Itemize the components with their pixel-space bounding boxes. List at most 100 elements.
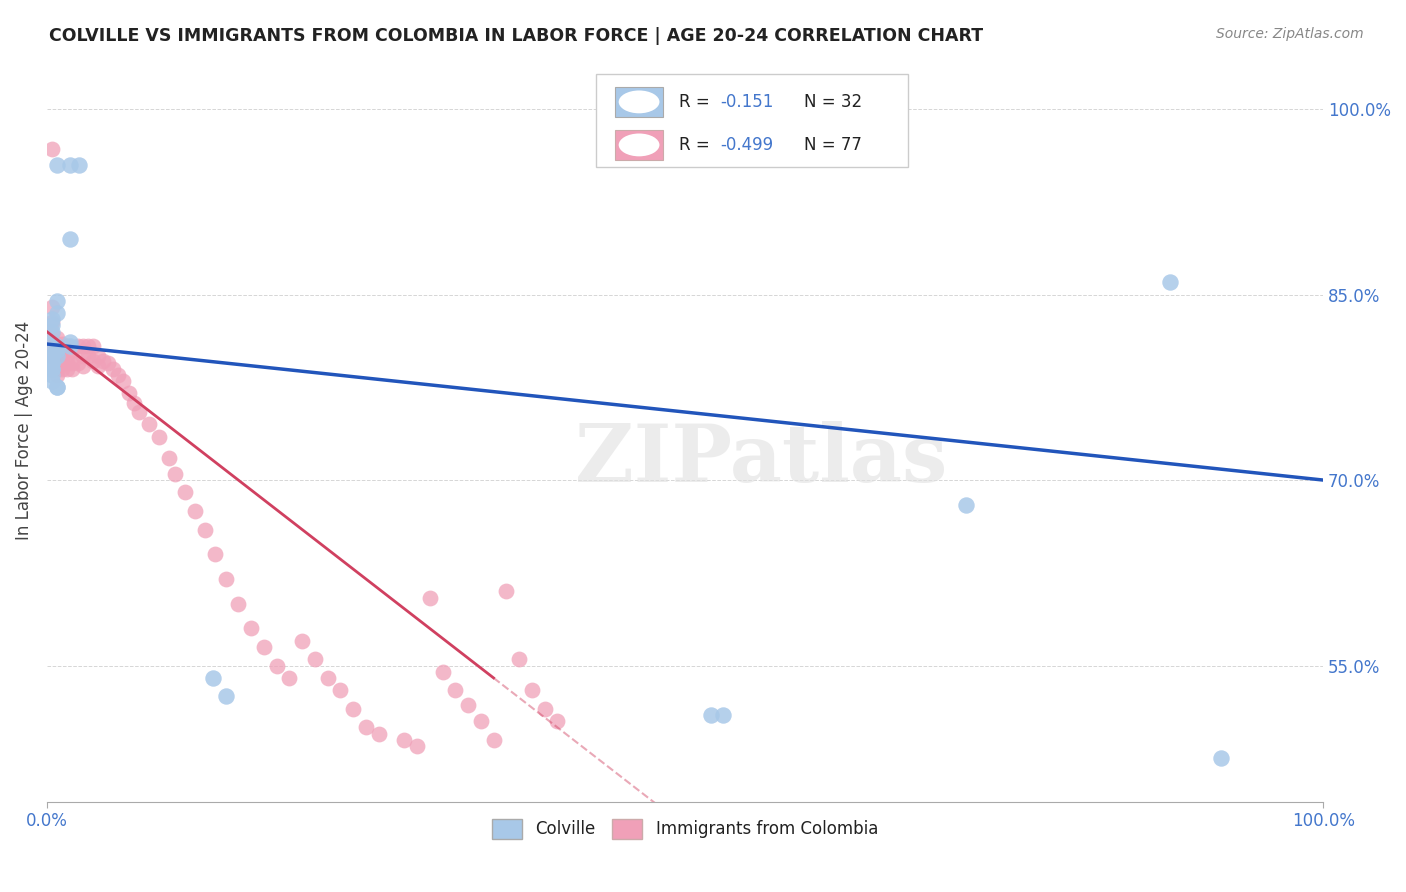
Point [699,708,721,723]
Point [194,523,217,537]
Point [46,331,69,345]
Point [240,622,263,636]
Point [103,361,125,376]
Point [214,572,236,586]
Point [138,417,160,432]
Point [173,485,195,500]
Text: R =: R = [679,93,714,111]
Point [51,337,73,351]
Text: R =: R = [679,136,714,154]
Point [1209,751,1232,765]
FancyBboxPatch shape [614,87,664,117]
Legend: Colville, Immigrants from Colombia: Colville, Immigrants from Colombia [485,813,884,846]
Point [955,498,977,512]
Point [46,306,69,320]
Point [482,732,505,747]
Point [46,380,69,394]
Point [97,355,120,369]
Point [711,708,734,723]
Point [1159,275,1181,289]
Text: COLVILLE VS IMMIGRANTS FROM COLOMBIA IN LABOR FORCE | AGE 20-24 CORRELATION CHAR: COLVILLE VS IMMIGRANTS FROM COLOMBIA IN … [49,27,983,45]
Point [66,355,89,369]
Point [342,702,364,716]
Point [41,327,63,342]
Point [508,652,530,666]
Y-axis label: In Labor Force | Age 20-24: In Labor Force | Age 20-24 [15,321,32,541]
Point [46,350,69,364]
Point [72,350,94,364]
Point [520,683,543,698]
Point [72,339,94,353]
Point [56,355,79,369]
Point [214,690,236,704]
Point [46,380,69,394]
FancyBboxPatch shape [614,130,664,160]
Point [470,714,492,729]
Point [46,339,69,353]
Point [46,343,69,358]
Point [41,350,63,364]
Text: Source: ZipAtlas.com: Source: ZipAtlas.com [1216,27,1364,41]
Text: N = 77: N = 77 [804,136,862,154]
Point [291,633,314,648]
Point [72,359,94,374]
Point [266,658,288,673]
Point [41,315,63,329]
Point [46,293,69,308]
Point [67,158,90,172]
Point [228,597,250,611]
Point [59,334,82,349]
Point [204,547,226,561]
Point [59,339,82,353]
Point [62,355,84,369]
Text: -0.499: -0.499 [721,136,773,154]
Point [87,359,110,374]
Point [419,591,441,605]
Point [41,325,63,339]
Point [66,339,89,353]
Point [46,361,69,376]
Point [82,339,104,353]
Point [201,671,224,685]
Point [41,350,63,364]
Point [59,232,82,246]
Point [51,350,73,364]
Point [367,726,389,740]
Point [41,361,63,376]
Point [394,732,416,747]
Point [304,652,326,666]
Point [41,300,63,314]
Point [329,683,352,698]
Point [51,355,73,369]
Point [56,339,79,353]
Point [56,361,79,376]
Point [163,467,186,481]
Point [87,350,110,364]
Circle shape [617,89,661,114]
Point [148,430,170,444]
Point [41,337,63,351]
Text: N = 32: N = 32 [804,93,862,111]
Point [41,361,63,376]
Point [184,504,207,518]
Point [41,339,63,353]
Point [122,396,145,410]
Point [128,405,150,419]
Point [59,158,82,172]
Point [107,368,129,382]
FancyBboxPatch shape [596,74,908,167]
Point [91,354,114,368]
Point [76,350,98,364]
Point [56,350,79,364]
Point [62,361,84,376]
Point [46,355,69,369]
Point [406,739,429,753]
Point [46,339,69,353]
Circle shape [617,132,661,157]
Point [41,312,63,326]
Point [112,374,135,388]
Point [41,374,63,388]
Point [444,683,467,698]
Point [41,142,63,156]
Point [316,671,339,685]
